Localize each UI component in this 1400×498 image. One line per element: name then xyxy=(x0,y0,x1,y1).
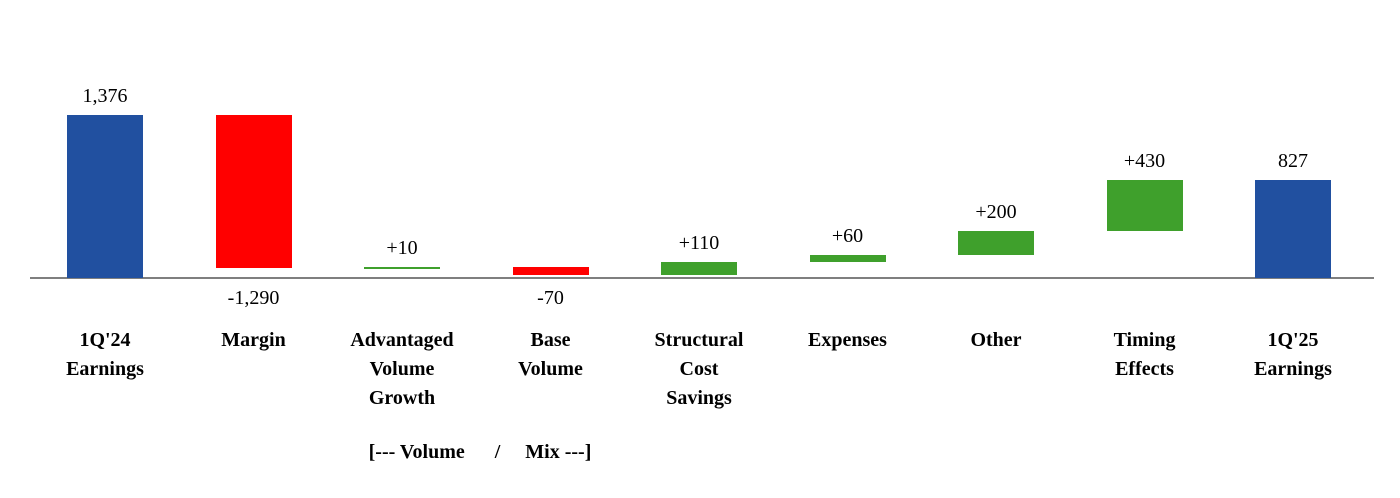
category-label-margin: Margin xyxy=(221,329,286,351)
category-label-timing-effects: Timing Effects xyxy=(1113,329,1176,380)
category-label-structural-cost-savings: Structural Cost Savings xyxy=(654,329,744,409)
value-label-1q25-earnings: 827 xyxy=(1278,150,1308,173)
value-label-advantaged-volume-growth: +10 xyxy=(386,236,418,259)
bar-base-volume xyxy=(512,266,589,275)
category-label-base-volume: Base Volume xyxy=(518,329,583,380)
bar-timing-effects xyxy=(1106,180,1183,232)
x-axis-line xyxy=(30,277,1374,279)
value-label-other: +200 xyxy=(975,201,1017,224)
category-label-advantaged-volume-growth: Advantaged Volume Growth xyxy=(350,329,454,409)
category-label-other: Other xyxy=(970,329,1022,351)
value-label-timing-effects: +430 xyxy=(1123,150,1166,173)
bar-advantaged-volume-growth xyxy=(364,266,440,269)
bar-1q24-earnings xyxy=(67,115,143,278)
category-label-expenses: Expenses xyxy=(808,329,887,351)
volume-mix-annotation: [--- Volume / Mix ---] xyxy=(368,441,592,463)
bar-margin xyxy=(215,115,292,268)
bar-other xyxy=(958,231,1034,255)
bar-structural-cost-savings xyxy=(661,261,737,275)
value-label-structural-cost-savings: +110 xyxy=(678,231,720,254)
value-label-1q24-earnings: 1,376 xyxy=(82,85,128,107)
category-label-1q24-earnings: 1Q'24 Earnings xyxy=(66,329,144,380)
value-label-margin: -1,290 xyxy=(227,287,280,309)
value-label-expenses: +60 xyxy=(831,224,864,247)
bar-1q25-earnings xyxy=(1255,180,1331,278)
value-label-base-volume: -70 xyxy=(537,287,564,309)
category-label-1q25-earnings: 1Q'25 Earnings xyxy=(1254,329,1332,380)
bar-expenses xyxy=(809,254,886,262)
